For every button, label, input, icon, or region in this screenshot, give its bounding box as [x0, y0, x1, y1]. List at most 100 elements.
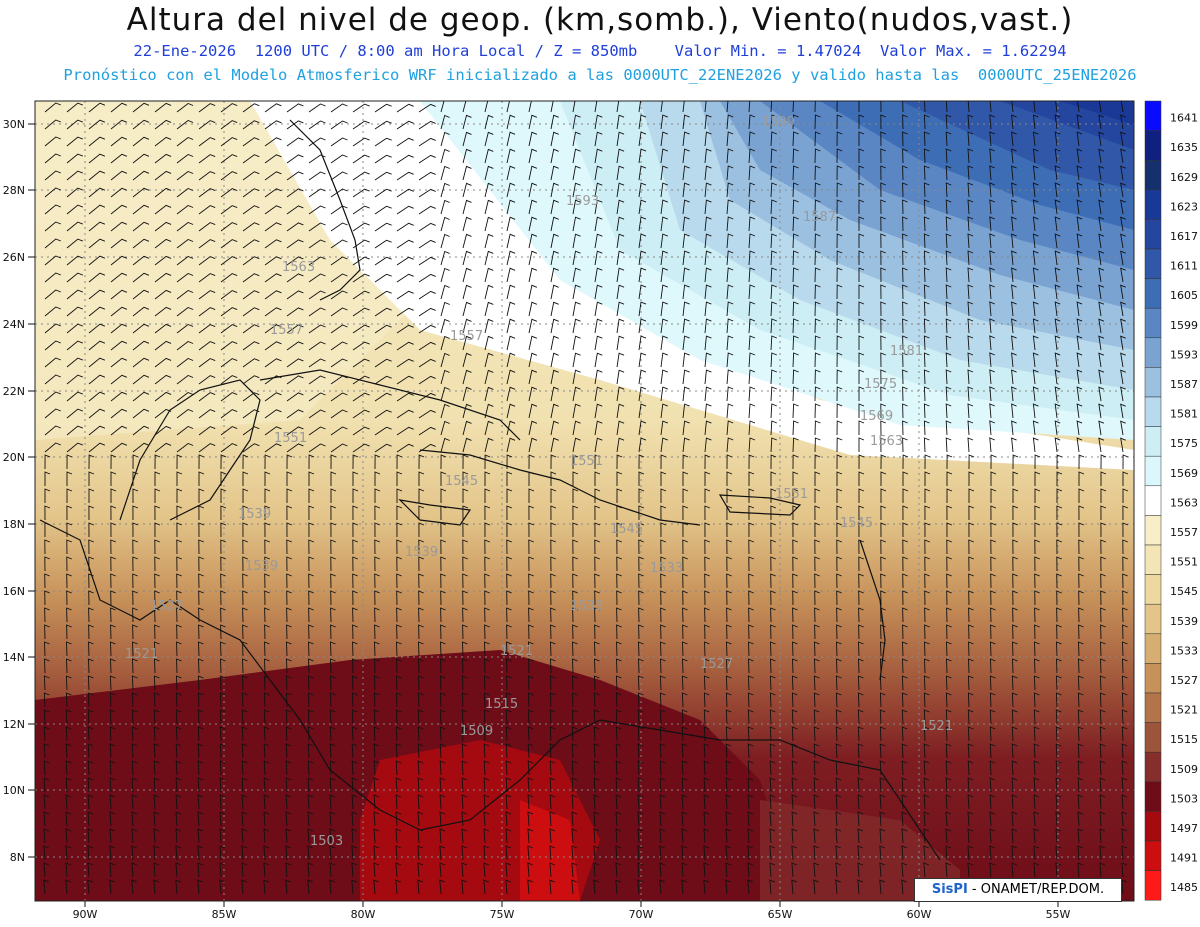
wind-barb — [440, 403, 450, 419]
wind-barb — [637, 879, 643, 895]
wind-barb — [198, 624, 204, 640]
wind-barb — [417, 879, 423, 895]
wind-barb — [1076, 369, 1083, 385]
wind-barb — [572, 148, 581, 164]
wind-barb — [66, 590, 72, 606]
wind-barb — [396, 443, 414, 453]
wind-barb — [330, 539, 336, 555]
wind-barb — [264, 341, 282, 351]
wind-barb — [242, 556, 248, 572]
wind-barb — [175, 760, 182, 776]
colorbar-label: 1611 — [1170, 260, 1198, 273]
wind-barb — [704, 454, 711, 470]
wind-barb — [1034, 471, 1041, 486]
wind-barb — [351, 777, 358, 793]
wind-barb — [330, 188, 348, 198]
lat-label-8N: 8N — [10, 851, 35, 864]
wind-barb — [571, 777, 578, 793]
wind-barb — [308, 590, 314, 606]
wind-barb — [506, 403, 516, 419]
wind-barb — [374, 454, 381, 470]
wind-barb — [1055, 675, 1062, 691]
wind-barb — [66, 488, 73, 503]
shaded-field — [35, 101, 1134, 901]
wind-barb — [1099, 811, 1106, 827]
wind-barb — [704, 573, 710, 589]
wind-barb — [550, 454, 557, 470]
wind-barb — [989, 403, 995, 419]
wind-barb — [989, 828, 996, 844]
wind-barb — [528, 114, 538, 130]
wind-barb — [858, 624, 864, 640]
wind-barb — [990, 454, 997, 470]
wind-barb — [43, 777, 50, 793]
wind-barb — [681, 777, 688, 793]
lon-label-75W: 75W — [490, 901, 515, 921]
wind-barb — [946, 573, 952, 589]
wind-barb — [769, 726, 776, 742]
wind-barb — [682, 182, 690, 198]
wind-barb — [681, 794, 688, 810]
wind-barb — [87, 760, 94, 776]
wind-barb — [902, 590, 908, 606]
colorbar-label: 1509 — [1170, 763, 1198, 776]
wind-barb — [858, 250, 865, 265]
wind-barb — [65, 828, 72, 844]
wind-barb — [484, 101, 489, 113]
wind-barb — [594, 505, 601, 521]
wind-barb — [594, 335, 603, 351]
wind-barb — [902, 101, 904, 113]
wind-barb — [88, 204, 106, 215]
wind-barb — [989, 284, 995, 300]
wind-barb — [88, 425, 106, 436]
wind-barb — [880, 369, 886, 385]
wind-barb — [462, 590, 468, 606]
wind-barb — [682, 101, 685, 113]
wind-barb — [1011, 403, 1017, 419]
wind-barb — [461, 845, 468, 861]
wind-barb — [858, 165, 865, 180]
wind-barb — [286, 188, 304, 198]
wind-barb — [946, 607, 952, 623]
wind-barb — [440, 556, 446, 572]
contour-label: 1569 — [860, 409, 893, 424]
wind-barb — [154, 573, 160, 589]
wind-barb — [506, 386, 516, 402]
wind-barb — [88, 391, 106, 402]
wind-barb — [879, 879, 885, 895]
wind-barb — [1054, 165, 1061, 181]
wind-barb — [836, 488, 843, 503]
wind-barb — [902, 335, 908, 351]
wind-barb — [967, 828, 974, 844]
wind-barb — [330, 137, 348, 147]
wind-barb — [857, 726, 864, 742]
wind-barb — [462, 284, 472, 300]
wind-barb — [660, 539, 666, 555]
wind-barb — [637, 726, 644, 742]
wind-barb — [308, 171, 326, 181]
wind-barb — [836, 114, 843, 130]
wind-barb — [154, 408, 172, 419]
wind-barb — [858, 267, 865, 282]
wind-barb — [1055, 862, 1062, 878]
wind-barb — [792, 437, 799, 453]
wind-barb — [462, 335, 472, 351]
wind-barb — [726, 471, 733, 486]
wind-barb — [989, 165, 995, 181]
wind-barb — [65, 794, 72, 810]
wind-barb — [880, 148, 886, 164]
lat-label: 10N — [3, 784, 25, 797]
wind-barb — [220, 522, 227, 538]
wind-barb — [1012, 505, 1019, 521]
wind-barb — [132, 136, 150, 147]
wind-barb — [197, 845, 204, 861]
wind-barb — [176, 323, 194, 334]
wind-barb — [594, 590, 600, 606]
wind-barb — [704, 488, 711, 503]
wind-barb — [989, 114, 995, 130]
wind-barb — [44, 255, 61, 266]
wind-barb — [264, 137, 282, 147]
wind-barb — [945, 760, 952, 776]
wind-barb — [88, 624, 94, 640]
wind-barb — [792, 539, 798, 555]
